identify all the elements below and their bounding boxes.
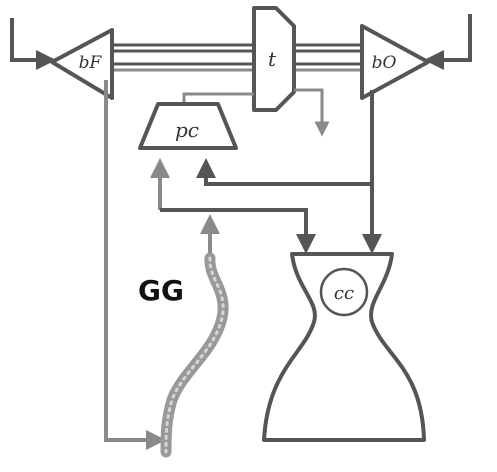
- preburner-controller-label: pc: [175, 118, 199, 142]
- combustion-chamber: cc: [262, 252, 426, 442]
- fuel-booster-label: bF: [79, 53, 103, 73]
- turbine-label: t: [268, 47, 277, 71]
- turbine: t: [252, 6, 296, 112]
- oxidizer-inlet-line: [424, 14, 472, 70]
- turbine-exhaust-line: [294, 88, 330, 137]
- oxidizer-to-pc-line: [196, 158, 372, 186]
- shaft: [108, 43, 372, 72]
- combustion-chamber-label: cc: [334, 283, 354, 304]
- gas-generator-pipe-edge: [164, 256, 225, 454]
- pc-to-turbine-line: [182, 92, 254, 104]
- fuel-main-line: [104, 80, 166, 450]
- preburner-controller: pc: [138, 102, 238, 150]
- fuel-booster: bF: [50, 28, 114, 100]
- fuel-inlet-line: [10, 18, 56, 70]
- gas-generator-label: GG: [138, 274, 184, 307]
- combustion-chamber-circle: [319, 267, 369, 317]
- oxidizer-booster: bO: [360, 24, 430, 100]
- fuel-cross-line: [160, 208, 316, 254]
- oxidizer-booster-label: bO: [372, 53, 397, 73]
